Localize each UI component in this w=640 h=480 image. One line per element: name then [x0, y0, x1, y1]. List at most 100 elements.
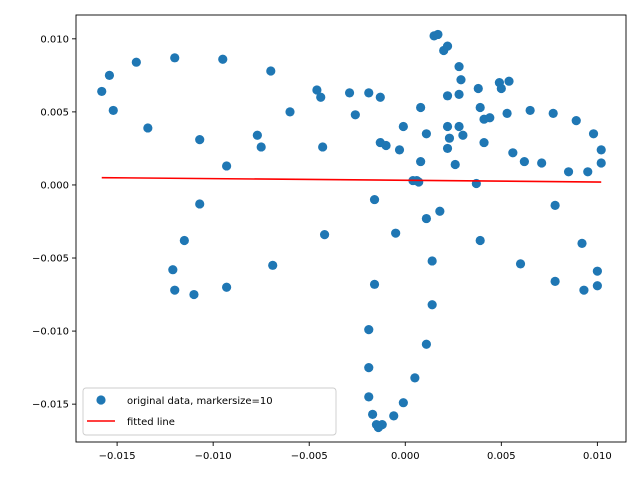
data-point	[350, 110, 360, 120]
data-point	[442, 91, 453, 101]
data-point	[389, 411, 399, 421]
data-point	[344, 88, 355, 98]
data-point	[427, 256, 437, 266]
data-point	[421, 213, 432, 224]
y-tick-label: 0.010	[40, 34, 69, 45]
data-point	[454, 121, 464, 132]
data-point	[195, 135, 205, 145]
data-point	[368, 409, 378, 419]
data-point	[410, 373, 420, 383]
data-point	[456, 75, 466, 85]
data-point	[502, 108, 512, 118]
data-point	[364, 88, 374, 98]
data-point	[450, 159, 460, 170]
legend: original data, markersize=10 fitted line	[82, 387, 337, 436]
data-point	[433, 29, 443, 40]
x-tick-label: 0.005	[487, 451, 516, 462]
data-point	[398, 121, 408, 132]
data-point	[252, 130, 262, 140]
data-point	[592, 266, 602, 276]
legend-box	[82, 387, 337, 436]
data-point	[508, 148, 518, 158]
data-point	[475, 235, 485, 246]
data-point	[414, 177, 424, 187]
y-tick-label: −0.005	[32, 254, 69, 265]
data-point	[596, 158, 606, 168]
axes: −0.015 −0.010 −0.005 0.000 0.005 0.010 −0.015 −…	[32, 14, 627, 462]
data-point	[571, 116, 581, 126]
data-point	[369, 279, 380, 289]
x-tick-label: −0.005	[291, 451, 328, 462]
data-point	[131, 57, 141, 67]
data-point	[454, 61, 464, 72]
data-point	[97, 86, 107, 97]
x-tick-label: −0.015	[99, 451, 136, 462]
data-point	[416, 102, 426, 113]
data-point	[143, 123, 153, 133]
plot-area	[97, 29, 606, 433]
data-point	[375, 92, 385, 102]
data-point	[416, 156, 426, 167]
data-point	[316, 92, 326, 102]
data-point	[427, 300, 437, 310]
data-point	[479, 137, 489, 148]
data-point	[496, 83, 506, 94]
data-point	[592, 281, 602, 291]
data-point	[596, 145, 606, 155]
data-point	[485, 113, 495, 123]
data-point	[454, 89, 464, 99]
data-point	[550, 200, 560, 211]
data-point	[268, 260, 278, 270]
legend-entry-label: fitted line	[127, 417, 175, 428]
fitted-line	[101, 176, 602, 183]
data-point	[256, 142, 266, 152]
data-point	[475, 102, 485, 113]
y-tick-label: −0.015	[32, 400, 69, 411]
data-point	[319, 230, 330, 240]
data-point	[170, 285, 180, 295]
data-point	[398, 398, 408, 408]
data-point	[537, 158, 547, 168]
data-point	[373, 422, 383, 433]
data-point	[550, 276, 560, 287]
axes-frame	[75, 14, 627, 443]
data-point	[458, 130, 468, 140]
data-point	[548, 108, 558, 118]
data-point	[583, 167, 593, 177]
y-tick-label: 0.005	[40, 107, 69, 118]
data-point	[369, 194, 380, 205]
data-point	[504, 76, 514, 86]
data-point	[222, 161, 232, 171]
data-point	[195, 199, 205, 209]
data-point	[444, 133, 455, 143]
data-point	[515, 259, 526, 269]
data-point	[588, 129, 599, 139]
data-point	[442, 143, 453, 154]
data-point	[168, 265, 178, 275]
x-tick-label: 0.000	[391, 451, 420, 462]
data-point	[442, 121, 453, 132]
data-point	[381, 140, 391, 151]
data-point	[312, 85, 322, 95]
data-point	[318, 142, 328, 152]
data-point	[473, 83, 483, 94]
legend-entry-label: original data, markersize=10	[127, 396, 273, 407]
data-point	[577, 238, 587, 249]
data-point	[391, 228, 401, 238]
data-point	[218, 54, 228, 64]
data-point	[364, 392, 374, 402]
data-point	[525, 105, 535, 116]
data-point	[104, 70, 115, 80]
data-point	[364, 363, 374, 373]
x-tick-label: −0.010	[195, 451, 232, 462]
data-point	[189, 289, 199, 300]
y-tick-label: −0.010	[32, 327, 69, 338]
data-point	[108, 105, 118, 116]
data-point	[519, 156, 529, 167]
data-marks	[97, 29, 606, 433]
data-point	[364, 325, 374, 335]
legend-marker	[96, 395, 106, 405]
data-point	[179, 235, 189, 246]
data-point	[442, 41, 453, 51]
